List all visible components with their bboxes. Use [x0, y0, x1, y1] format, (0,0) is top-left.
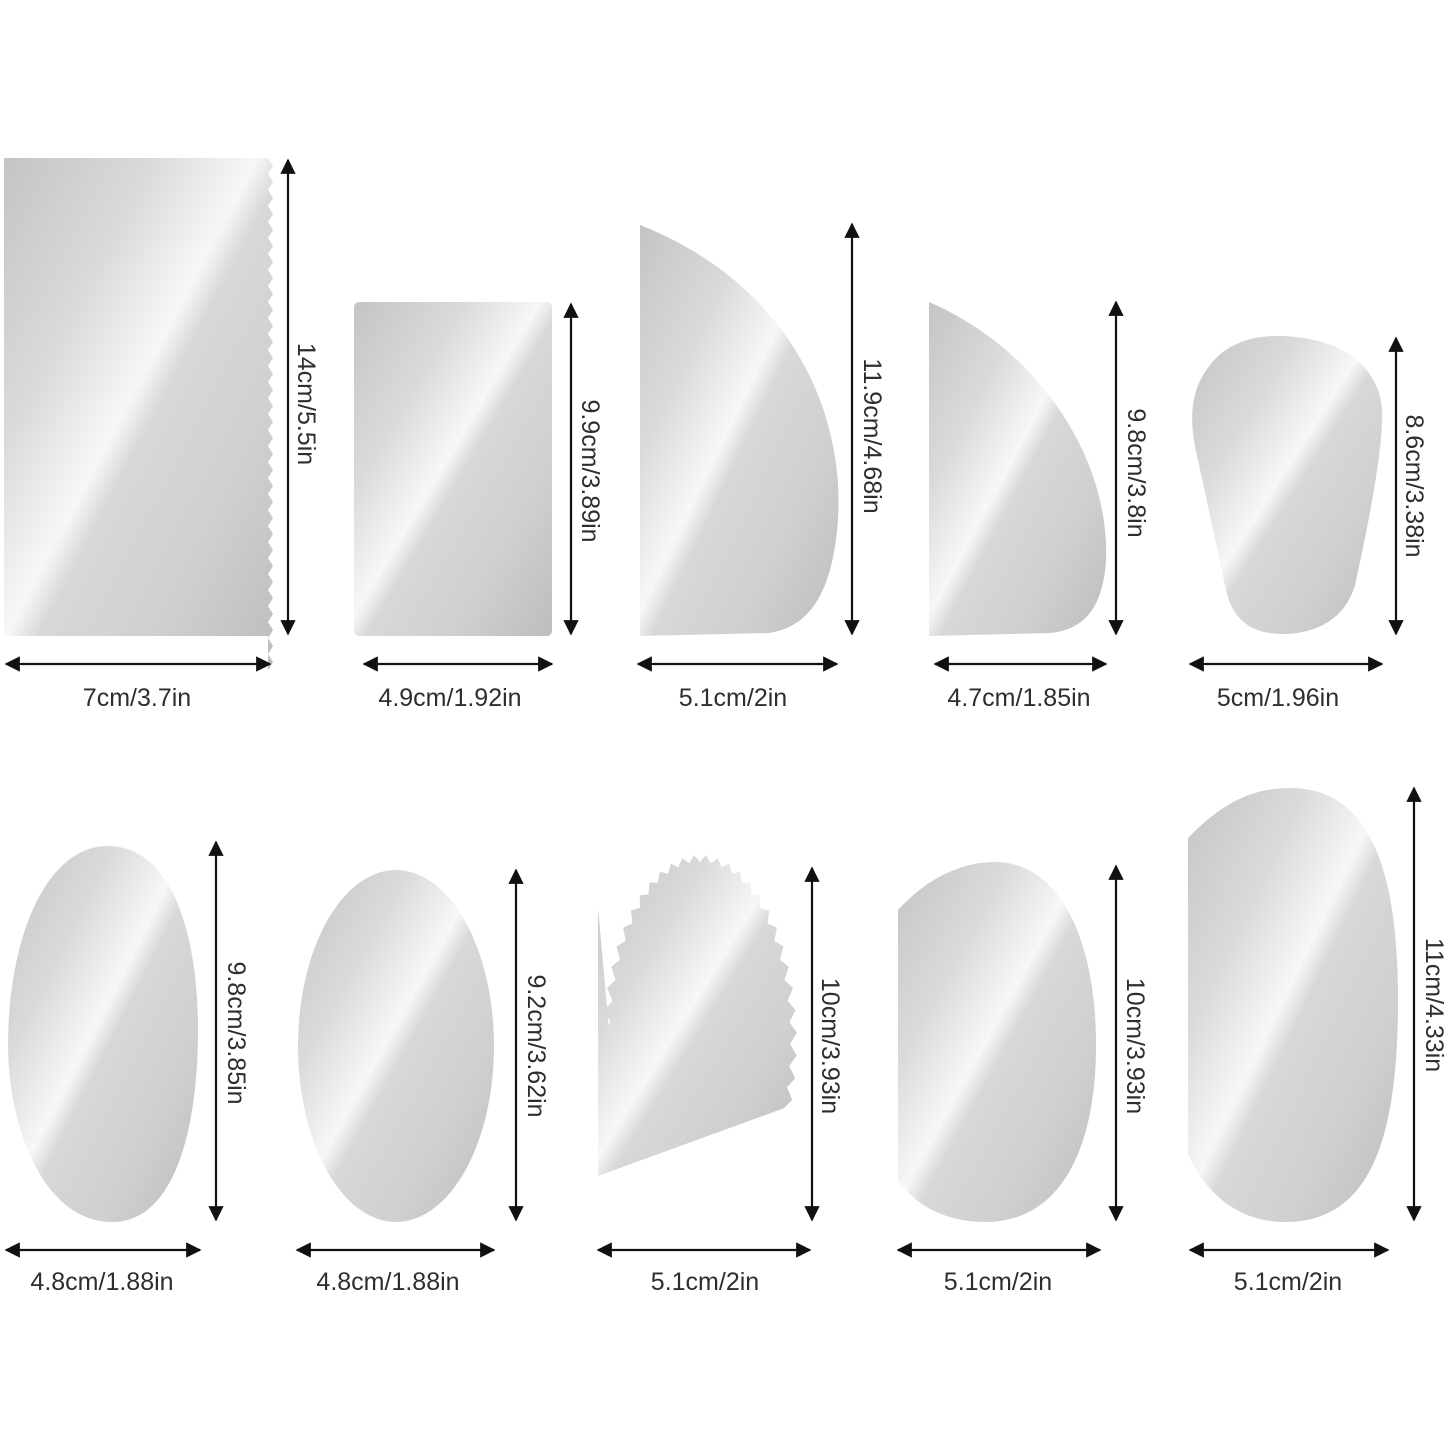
scraper-quarter-round-large: 5.1cm/2in 11.9cm/4.68in	[636, 222, 886, 712]
scraper-teardrop: 5cm/1.96in 8.6cm/3.38in	[1188, 336, 1428, 712]
height-label: 11.9cm/4.68in	[858, 358, 886, 513]
width-label: 5.1cm/2in	[651, 1268, 759, 1296]
width-label: 4.7cm/1.85in	[947, 684, 1090, 712]
scraper-rounded-rect-large: 5.1cm/2in 11cm/4.33in	[1188, 786, 1448, 1296]
scraper-rect-serrated-large: 7cm/3.7in 14cm/5.5in	[4, 158, 320, 712]
height-label: 9.8cm/3.85in	[222, 961, 250, 1104]
width-label: 4.8cm/1.88in	[30, 1268, 173, 1296]
scraper-serrated-d-shape: 5.1cm/2in 10cm/3.93in	[596, 855, 844, 1296]
scraper-shape	[598, 855, 797, 1176]
width-label: 5.1cm/2in	[679, 684, 787, 712]
scraper-d-shape: 5.1cm/2in 10cm/3.93in	[896, 862, 1149, 1296]
height-label: 10cm/3.93in	[1121, 978, 1149, 1114]
width-label: 5cm/1.96in	[1217, 684, 1339, 712]
scraper-shape	[8, 846, 198, 1222]
width-label: 5.1cm/2in	[1234, 1268, 1342, 1296]
scraper-shape	[1188, 788, 1398, 1222]
scraper-egg-oval: 4.8cm/1.88in 9.8cm/3.85in	[4, 840, 250, 1296]
scraper-shape	[898, 862, 1097, 1222]
width-label: 4.9cm/1.92in	[378, 684, 521, 712]
height-label: 10cm/3.93in	[816, 978, 844, 1114]
scraper-shape	[298, 870, 494, 1222]
width-label: 4.8cm/1.88in	[316, 1268, 459, 1296]
scraper-oval: 4.8cm/1.88in 9.2cm/3.62in	[295, 868, 550, 1296]
width-label: 5.1cm/2in	[944, 1268, 1052, 1296]
height-label: 14cm/5.5in	[292, 343, 320, 465]
scraper-shape	[4, 158, 273, 670]
height-label: 9.8cm/3.8in	[1122, 408, 1150, 537]
scraper-quarter-round-small: 4.7cm/1.85in 9.8cm/3.8in	[929, 300, 1150, 712]
height-label: 9.2cm/3.62in	[522, 974, 550, 1117]
height-label: 9.9cm/3.89in	[576, 399, 604, 542]
scraper-shape	[354, 302, 552, 636]
scraper-shape	[1192, 336, 1383, 634]
height-label: 11cm/4.33in	[1420, 938, 1448, 1072]
height-label: 8.6cm/3.38in	[1400, 414, 1428, 557]
scraper-shape	[640, 225, 839, 636]
scraper-shape	[929, 302, 1107, 636]
width-label: 7cm/3.7in	[83, 684, 191, 712]
scraper-rect-small: 4.9cm/1.92in 9.9cm/3.89in	[354, 302, 604, 712]
